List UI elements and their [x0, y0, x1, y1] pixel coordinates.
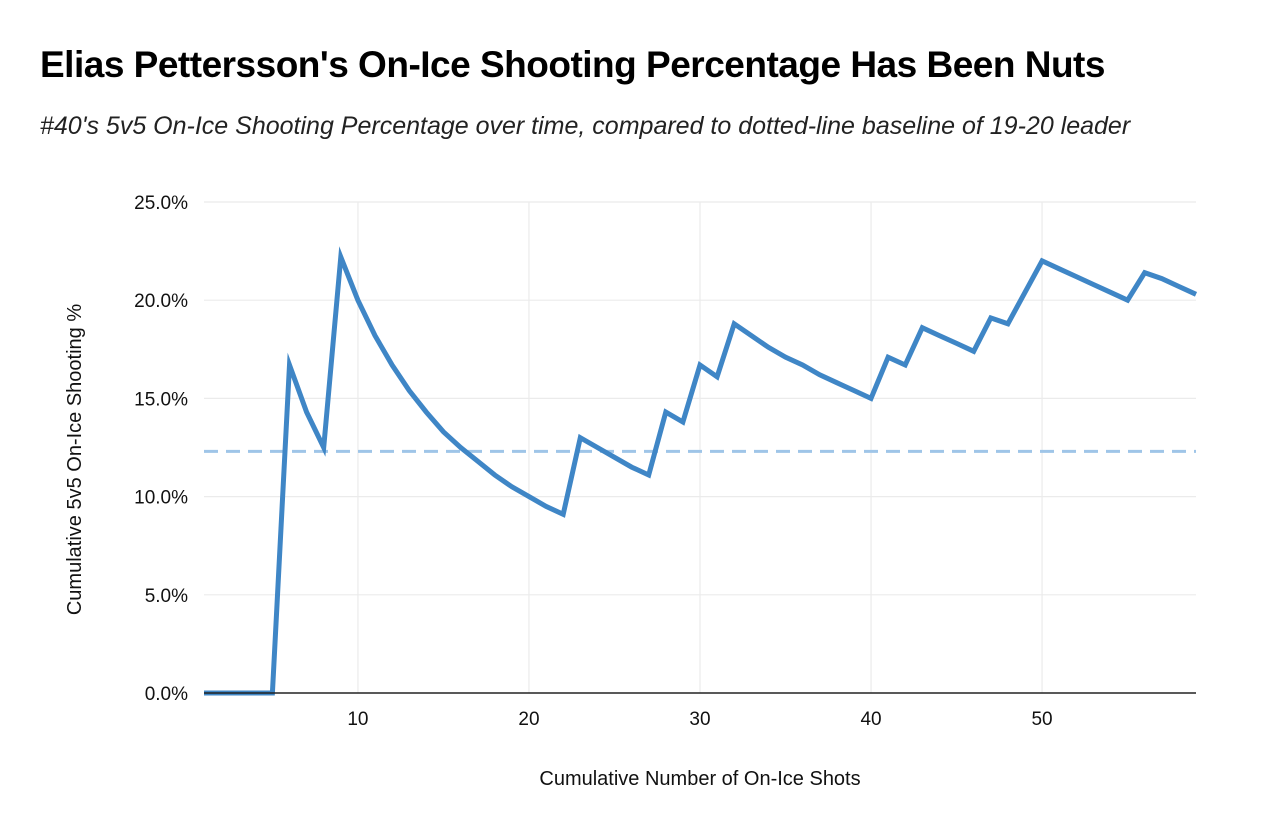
series-group — [204, 246, 1198, 696]
y-tick-label-5: 25.0% — [134, 193, 188, 214]
y-axis-label: Cumulative 5v5 On-Ice Shooting % — [64, 304, 86, 615]
y-tick-label-2: 10.0% — [134, 488, 188, 509]
y-tick-labels: 0.0% 5.0% 10.0% 15.0% 20.0% 25.0% — [134, 193, 188, 705]
y-tick-label-4: 20.0% — [134, 291, 188, 312]
x-tick-label-1: 20 — [518, 709, 539, 730]
x-tick-label-4: 50 — [1031, 709, 1052, 730]
x-tick-labels: 10 20 30 40 50 — [347, 709, 1052, 730]
series-line — [204, 246, 1198, 696]
y-tick-label-3: 15.0% — [134, 389, 188, 410]
y-tick-label-0: 0.0% — [145, 684, 188, 705]
chart-title: Elias Pettersson's On-Ice Shooting Perce… — [40, 44, 1105, 85]
gridlines — [204, 201, 1196, 693]
x-tick-label-0: 10 — [347, 709, 368, 730]
chart-subtitle: #40's 5v5 On-Ice Shooting Percentage ove… — [40, 112, 1131, 140]
x-axis-label: Cumulative Number of On-Ice Shots — [539, 768, 860, 790]
y-tick-label-1: 5.0% — [145, 586, 188, 607]
x-tick-label-2: 30 — [689, 709, 710, 730]
x-tick-label-3: 40 — [860, 709, 881, 730]
